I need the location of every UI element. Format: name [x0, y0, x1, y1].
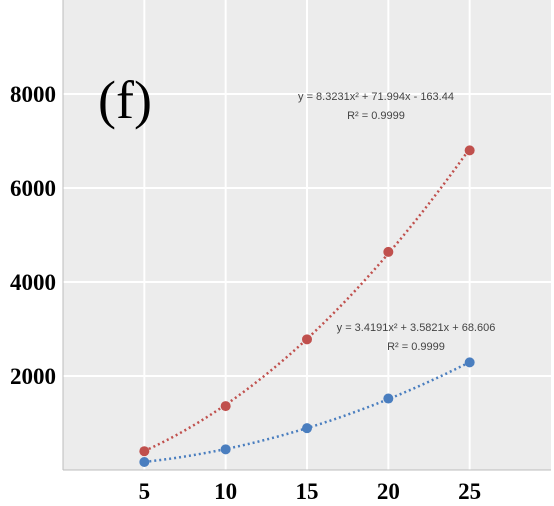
panel-label: (f)	[98, 70, 152, 130]
x-tick-label: 15	[296, 479, 319, 504]
series-2-equation: y = 3.4191x² + 3.5821x + 68.606	[337, 322, 496, 334]
y-tick-labels: 2000 4000 6000 8000	[10, 82, 56, 389]
y-tick-label: 8000	[10, 82, 56, 107]
series-1-point	[302, 334, 312, 345]
y-tick-label: 6000	[10, 176, 56, 201]
data-points	[139, 145, 475, 468]
series-1-trendline	[143, 147, 471, 453]
series-1-point	[464, 145, 475, 156]
x-tick-label: 25	[458, 479, 481, 504]
x-tick-label: 5	[139, 479, 151, 504]
x-tick-label: 10	[214, 479, 237, 504]
series-2-point	[302, 423, 312, 434]
gridlines	[63, 0, 551, 470]
series-2-point	[383, 393, 394, 404]
series-1-r-squared: R² = 0.9999	[347, 110, 405, 122]
series-2-r-squared: R² = 0.9999	[387, 341, 445, 353]
series-1-equation: y = 8.3231x² + 71.994x - 163.44	[298, 91, 454, 103]
series-1-point	[220, 401, 231, 412]
y-tick-label: 2000	[10, 364, 56, 389]
x-tick-labels: 5 10 15 20 25	[139, 479, 482, 504]
x-tick-label: 20	[377, 479, 400, 504]
series-2-point	[139, 457, 150, 468]
series-1-point	[383, 246, 394, 257]
series-2-point	[220, 444, 231, 455]
y-tick-label: 4000	[10, 270, 56, 295]
series-1-point	[139, 446, 150, 457]
series-2-point	[464, 357, 475, 368]
